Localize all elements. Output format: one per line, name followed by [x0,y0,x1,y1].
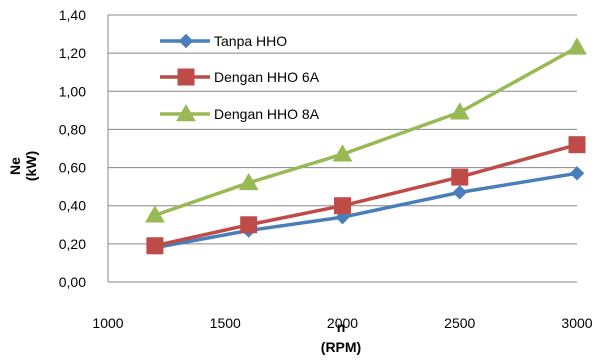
y-tick-label: 1,00 [59,83,86,99]
data-point [451,168,469,186]
y-tick-label: 1,40 [59,7,86,23]
data-point [567,37,587,55]
data-point [145,205,165,223]
data-point [452,185,467,200]
data-point [569,166,585,181]
legend-marker [177,68,195,86]
x-tick-label: 1500 [210,315,241,331]
x-axis-title-line2: (RPM) [321,339,361,355]
y-tick-label: 0,40 [59,198,86,214]
y-axis-title: Ne (kW) [7,151,39,181]
x-tick-label: 3000 [561,315,592,331]
legend-label: Dengan HHO 8A [214,106,320,122]
legend-item: Dengan HHO 8A [160,103,320,122]
x-tick-label: 2500 [444,315,475,331]
series-line [154,142,578,248]
series-line [154,171,578,250]
y-tick-label: 0,60 [59,160,86,176]
y-tick-label: 0,00 [59,274,86,290]
legend-item: Dengan HHO 6A [160,68,320,86]
x-tick-label: 1000 [92,315,123,331]
x-tick-labels: 1000 1500 2000 2500 3000 [92,315,592,331]
y-axis-title-line2: (kW) [23,151,39,181]
data-point [449,102,470,120]
y-tick-labels: 0,00 0,20 0,40 0,60 0,80 1,00 1,20 1,40 [59,7,86,290]
data-point [146,237,164,255]
y-tick-label: 0,80 [59,121,86,137]
series-1 [147,166,585,255]
data-point [334,197,351,215]
y-axis-title-line1: Ne [7,157,23,175]
data-point [238,172,259,191]
series-3 [145,37,587,223]
legend-label: Dengan HHO 6A [214,69,320,85]
legend-item: Tanpa HHO [160,33,287,49]
x-tick-label: 2000 [327,315,358,331]
legend: Tanpa HHO Dengan HHO 6A Dengan HHO 8A [160,33,320,122]
data-point [332,144,353,162]
legend-marker [178,33,194,49]
x-axis-title-line1: n [337,319,346,335]
y-tick-label: 0,20 [59,236,86,252]
series-group [145,37,587,255]
data-point [240,216,258,234]
legend-label: Tanpa HHO [214,33,287,49]
data-point [568,136,586,154]
legend-marker [176,103,196,122]
y-tick-label: 1,20 [59,45,86,61]
series-2 [146,136,586,255]
